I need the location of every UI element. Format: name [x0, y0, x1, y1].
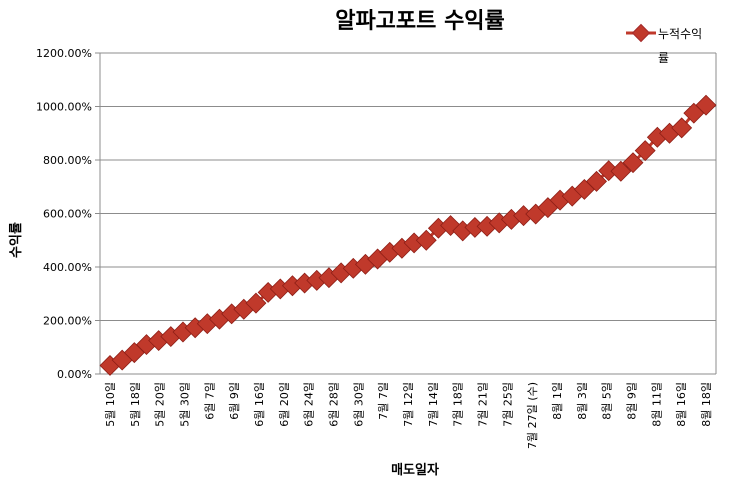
y-tick-label: 200.00%	[43, 315, 92, 328]
legend-marker	[631, 23, 651, 43]
y-tick-label: 600.00%	[43, 208, 92, 221]
x-tick-label: 5월 30일	[178, 382, 192, 427]
x-tick-label: 6월 7일	[202, 382, 216, 420]
data-point	[634, 140, 656, 162]
x-tick-label: 8월 5일	[600, 382, 614, 420]
y-axis: 0.00% 200.00% 400.00% 600.00% 800.00% 1000.00…	[36, 47, 100, 381]
x-tick-label: 5월 10일	[103, 382, 117, 427]
legend-label-1: 누적수익	[658, 27, 702, 41]
x-axis: 5월 10일 5월 18일 5월 20일 5월 30일 6월 7일 6월 9일 6월 16일…	[103, 382, 713, 449]
legend-label-2: 률	[658, 51, 669, 65]
data-point	[610, 160, 632, 182]
x-tick-label: 7월 27일 (수)	[525, 382, 539, 449]
x-tick-label: 7월 25일	[500, 382, 514, 427]
x-tick-label: 6월 24일	[302, 382, 316, 427]
y-tick-label: 1000.00%	[36, 101, 92, 114]
x-tick-label: 8월 11일	[649, 382, 663, 427]
x-tick-label: 6월 30일	[351, 382, 365, 427]
y-tick-label: 400.00%	[43, 261, 92, 274]
x-tick-label: 8월 18일	[699, 382, 713, 427]
x-axis-label: 매도일자	[391, 463, 439, 478]
data-point	[415, 229, 437, 251]
chart-title: 알파고포트 수익률	[335, 9, 505, 34]
x-tick-label: 7월 21일	[476, 382, 490, 427]
data-point	[622, 152, 644, 174]
x-tick-label: 8월 16일	[674, 382, 688, 427]
data-point	[671, 117, 693, 139]
x-tick-label: 7월 12일	[401, 382, 415, 427]
y-tick-label: 800.00%	[43, 154, 92, 167]
x-tick-label: 6월 16일	[252, 382, 266, 427]
x-tick-label: 7월 7일	[376, 382, 390, 420]
x-tick-label: 8월 9일	[625, 382, 639, 420]
x-tick-label: 7월 18일	[451, 382, 465, 427]
data-point	[598, 160, 620, 182]
x-tick-label: 6월 9일	[227, 382, 241, 420]
series-group	[99, 94, 717, 376]
data-point	[586, 170, 607, 192]
x-tick-label: 7월 14일	[426, 382, 440, 427]
data-point	[464, 216, 486, 238]
x-tick-label: 8월 1일	[550, 382, 564, 420]
y-axis-label: 수익률	[8, 222, 24, 258]
x-tick-label: 8월 3일	[575, 382, 589, 420]
data-point	[513, 205, 535, 227]
x-tick-label: 6월 20일	[277, 382, 291, 427]
data-point	[245, 292, 267, 314]
y-tick-label: 0.00%	[57, 368, 92, 381]
x-tick-label: 5월 18일	[128, 382, 142, 427]
legend: 누적수익 률	[626, 23, 702, 65]
data-point	[695, 94, 717, 116]
x-tick-label: 5월 20일	[153, 382, 167, 427]
x-tick-label: 6월 28일	[327, 382, 341, 427]
y-tick-label: 1200.00%	[36, 47, 92, 60]
